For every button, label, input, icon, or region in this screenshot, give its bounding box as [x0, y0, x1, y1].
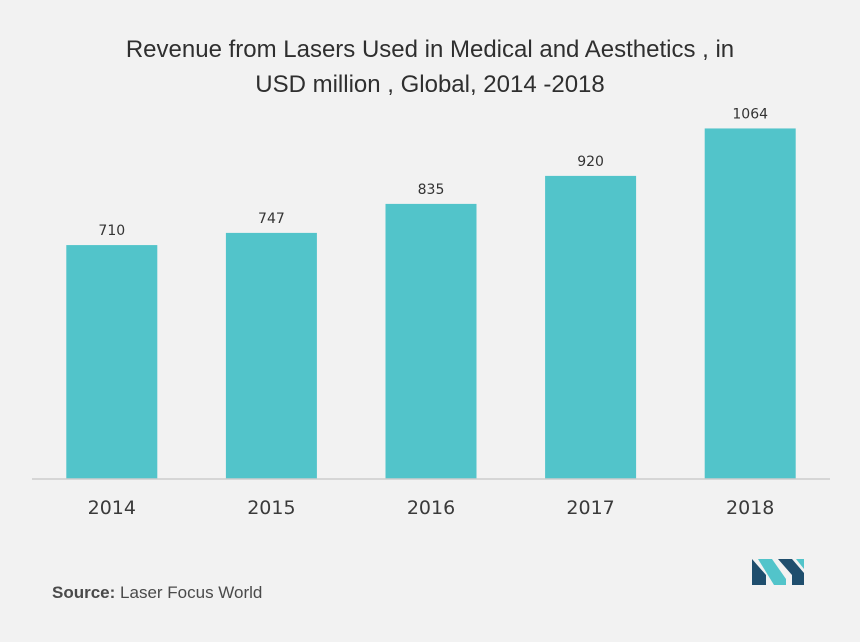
value-label-2015: 747 [258, 211, 285, 227]
source-label: Source: [52, 583, 116, 602]
bar-2018 [704, 128, 796, 479]
x-tick-label-2018: 2018 [726, 497, 774, 519]
value-label-2014: 710 [98, 223, 125, 239]
bars-group [66, 128, 796, 479]
value-label-2017: 920 [577, 154, 604, 170]
x-tick-label-2016: 2016 [407, 497, 455, 519]
logo-left-shape [752, 559, 766, 585]
source-note: Source: Laser Focus World [52, 583, 262, 603]
bar-2014 [66, 245, 158, 479]
source-text: Laser Focus World [120, 583, 263, 602]
value-label-2016: 835 [418, 182, 445, 198]
tick-labels-group: 2014 2015 2016 2017 2018 [88, 497, 775, 519]
bar-2016 [385, 203, 477, 479]
logo-right-shape [778, 559, 804, 585]
chart-title-line-1: Revenue from Lasers Used in Medical and … [125, 36, 735, 63]
chart-title: Revenue from Lasers Used in Medical and … [40, 32, 820, 102]
x-tick-label-2014: 2014 [88, 497, 136, 519]
value-label-2018: 1064 [732, 106, 768, 122]
x-tick-label-2015: 2015 [247, 497, 295, 519]
logo-right-accent [796, 559, 804, 569]
chart-title-line-2: USD million , Global, 2014 -2018 [255, 71, 605, 98]
logo-mid-shape [758, 559, 786, 585]
x-tick-label-2017: 2017 [566, 497, 614, 519]
brand-logo-icon [752, 559, 804, 585]
value-labels-group: 710 747 835 920 1064 [98, 106, 768, 239]
bar-2017 [545, 175, 637, 479]
bar-2015 [225, 232, 317, 479]
